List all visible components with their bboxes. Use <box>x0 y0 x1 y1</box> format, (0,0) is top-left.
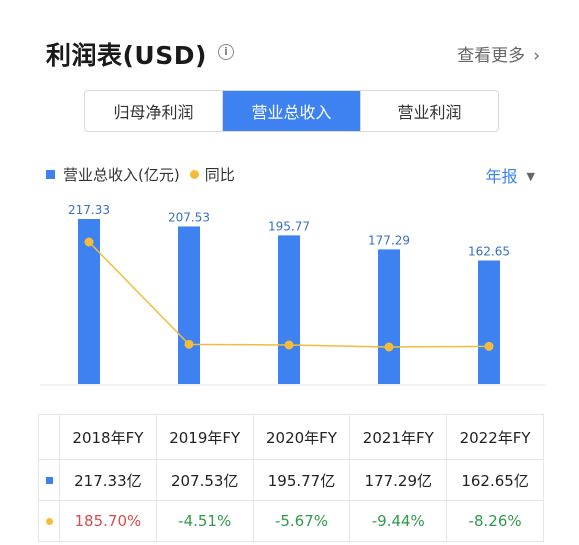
bar-legend-marker <box>46 170 55 179</box>
column-header: 2021年FY <box>350 415 448 459</box>
yoy-point <box>284 340 294 350</box>
table-cell: 177.29亿 <box>350 460 448 500</box>
revenue-chart: 217.33 207.53 195.77 177.29 162.65 <box>40 203 545 386</box>
period-label: 年报 <box>485 167 518 186</box>
revenue-bar <box>378 249 400 384</box>
table-cell: -8.26% <box>447 501 544 541</box>
bar-value-label: 217.33 <box>68 203 110 217</box>
yoy-point <box>184 339 194 349</box>
info-icon[interactable]: i <box>218 44 234 60</box>
yoy-point <box>484 341 494 351</box>
view-more-link[interactable]: 查看更多 › <box>457 41 540 66</box>
column-header: 2018年FY <box>60 415 157 459</box>
chart-legend: 营业总收入(亿元) 同比 <box>46 164 235 185</box>
yoy-row-marker <box>38 501 60 541</box>
table-row-yoy: 185.70% -4.51% -5.67% -9.44% -8.26% <box>38 501 544 542</box>
data-table: 2018年FY 2019年FY 2020年FY 2021年FY 2022年FY … <box>38 414 544 542</box>
table-cell: 195.77亿 <box>254 460 351 500</box>
column-header: 2019年FY <box>157 415 254 459</box>
tab-total-revenue[interactable]: 营业总收入 <box>223 91 361 131</box>
table-cell: -4.51% <box>157 501 254 541</box>
bar-value-label: 195.77 <box>268 219 310 233</box>
revenue-bar <box>478 260 500 384</box>
table-row-revenue: 217.33亿 207.53亿 195.77亿 177.29亿 162.65亿 <box>38 460 544 501</box>
table-cell: 185.70% <box>60 501 157 541</box>
line-legend-label: 同比 <box>204 166 235 184</box>
page-title: 利润表(USD) <box>46 41 207 70</box>
revenue-row-marker <box>38 460 60 500</box>
view-more-label: 查看更多 <box>457 46 526 66</box>
revenue-bar <box>278 235 300 384</box>
revenue-bar <box>78 219 100 384</box>
revenue-bar <box>178 226 200 384</box>
tab-net-profit[interactable]: 归母净利润 <box>85 91 223 131</box>
period-selector[interactable]: 年报 ▼ <box>486 163 535 187</box>
bar-value-label: 207.53 <box>168 210 210 224</box>
table-cell: -9.44% <box>350 501 448 541</box>
bar-value-label: 162.65 <box>468 245 510 259</box>
column-header: 2020年FY <box>254 415 351 459</box>
table-cell: -5.67% <box>254 501 351 541</box>
yoy-point <box>384 342 394 352</box>
bar-value-label: 177.29 <box>368 233 410 247</box>
tab-operating-profit[interactable]: 营业利润 <box>397 103 462 122</box>
table-header-row: 2018年FY 2019年FY 2020年FY 2021年FY 2022年FY <box>38 415 544 460</box>
bar-legend-label: 营业总收入(亿元) <box>63 166 180 184</box>
metric-tabs: 归母净利润 营业总收入 营业利润 <box>84 90 499 132</box>
table-cell: 217.33亿 <box>60 460 157 500</box>
table-cell: 207.53亿 <box>157 460 254 500</box>
caret-down-icon: ▼ <box>526 170 535 183</box>
table-cell: 162.65亿 <box>447 460 544 500</box>
header-spacer <box>38 415 60 459</box>
yoy-point <box>84 237 94 247</box>
line-legend-marker <box>189 170 199 179</box>
chevron-right-icon: › <box>533 46 540 66</box>
column-header: 2022年FY <box>447 415 544 459</box>
section-header: 利润表(USD) i 查看更多 › <box>46 36 546 76</box>
